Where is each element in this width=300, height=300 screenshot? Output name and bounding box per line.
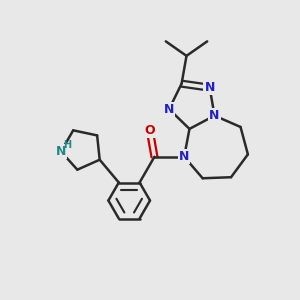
Text: N: N <box>164 103 174 116</box>
Text: N: N <box>179 150 189 163</box>
Text: H: H <box>64 140 72 150</box>
Text: N: N <box>56 145 66 158</box>
Text: N: N <box>209 109 220 122</box>
Text: N: N <box>205 81 215 94</box>
Text: O: O <box>145 124 155 137</box>
